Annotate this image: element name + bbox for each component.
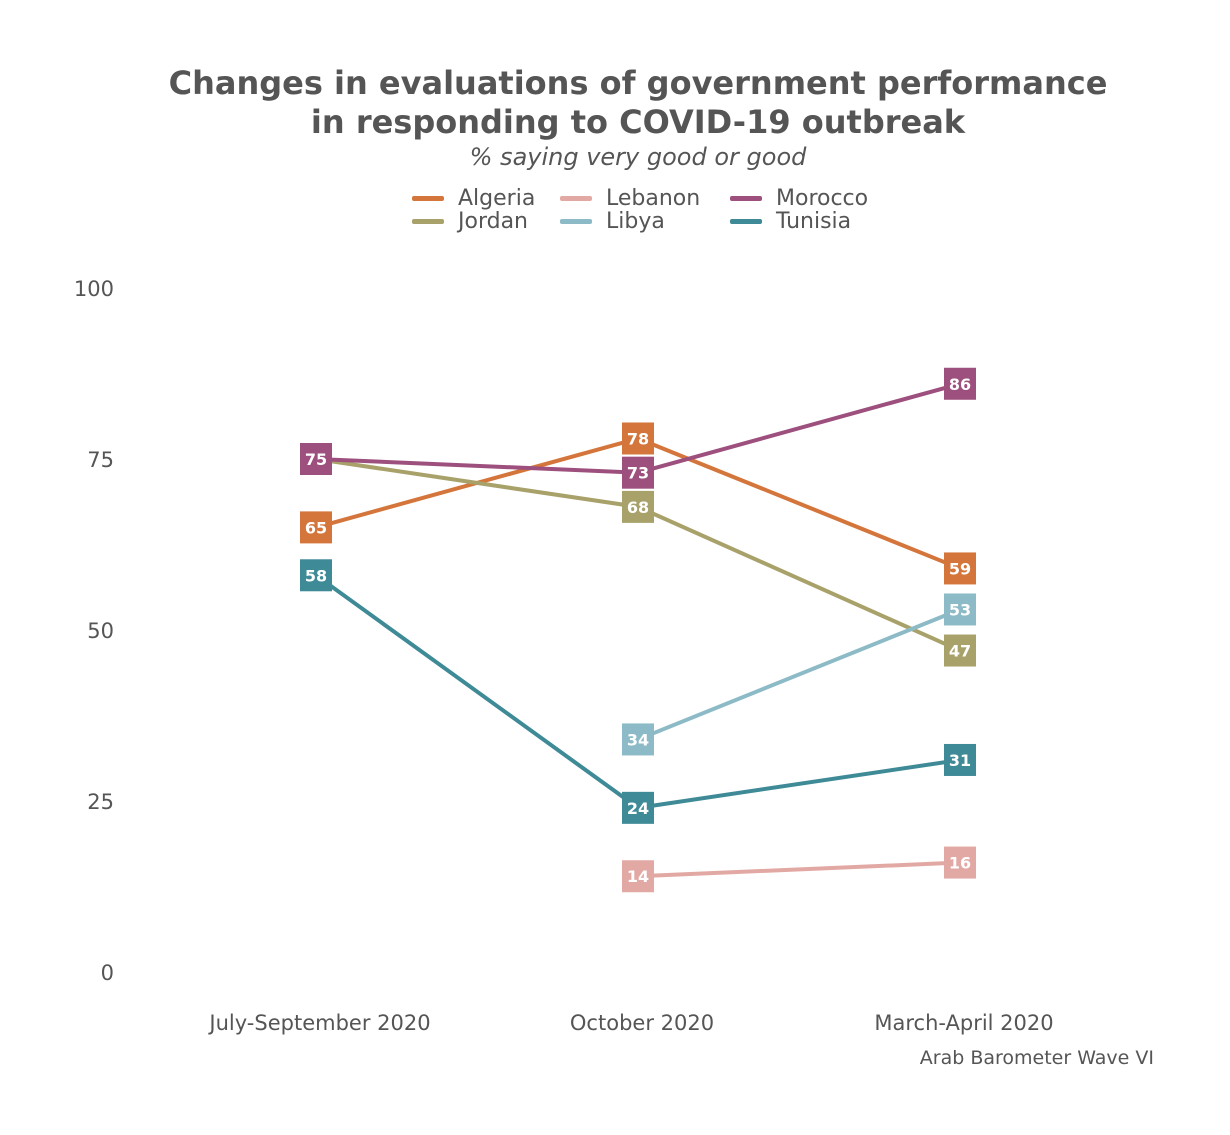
data-point-jordan-3: 47 [944, 634, 976, 667]
legend-label-lebanon: Lebanon [606, 185, 701, 211]
data-marker-algeria-2 [622, 422, 654, 455]
legend-item-morocco: Morocco [730, 185, 869, 211]
legend-swatch-algeria [412, 195, 444, 201]
chart-title-line-1: Changes in evaluations of government per… [168, 64, 1108, 102]
series-line-libya [637, 607, 961, 742]
data-marker-tunisia-3 [944, 743, 976, 776]
data-point-tunisia-3: 31 [944, 743, 976, 776]
legend-swatch-morocco [730, 195, 762, 201]
data-label-morocco-3: 86 [949, 375, 971, 394]
y-tick-label-50: 50 [87, 619, 114, 643]
data-label-tunisia-3: 31 [949, 751, 971, 770]
legend-item-lebanon: Lebanon [560, 185, 701, 211]
data-marker-tunisia-1 [300, 559, 332, 592]
legend-item-jordan: Jordan [412, 208, 528, 234]
data-marker-jordan-2 [622, 490, 654, 523]
series-line-tunisia [314, 573, 961, 810]
chart-title-line-2: in responding to COVID-19 outbreak [310, 103, 966, 141]
legend-swatch-jordan [412, 218, 444, 224]
data-point-algeria-2: 78 [622, 422, 654, 455]
data-point-jordan-2: 68 [622, 490, 654, 523]
data-marker-jordan-3 [944, 634, 976, 667]
y-tick-label-0: 0 [101, 961, 114, 985]
x-tick-label-2: October 2020 [570, 1011, 714, 1035]
y-tick-label-100: 100 [74, 277, 114, 301]
data-point-lebanon-2: 14 [622, 860, 654, 893]
data-point-algeria-3: 59 [944, 552, 976, 585]
source-note: Arab Barometer Wave VI [919, 1047, 1154, 1069]
legend-label-morocco: Morocco [776, 185, 869, 211]
legend-item-libya: Libya [560, 208, 665, 234]
data-marker-algeria-3 [944, 552, 976, 585]
legend-swatch-lebanon [560, 195, 592, 201]
chart-legend: Algeria Lebanon Morocco Jordan Libya Tun… [412, 186, 892, 236]
data-label-morocco-1: 75 [305, 450, 327, 469]
data-label-libya-2: 34 [627, 730, 649, 749]
x-tick-label-1: July-September 2020 [207, 1011, 430, 1035]
data-label-algeria-3: 59 [949, 559, 971, 578]
series-line-lebanon [637, 860, 961, 879]
data-point-tunisia-2: 24 [622, 791, 654, 824]
data-label-jordan-2: 68 [627, 498, 649, 517]
data-marker-morocco-2 [622, 456, 654, 489]
data-label-tunisia-2: 24 [627, 799, 649, 818]
legend-item-tunisia: Tunisia [730, 208, 852, 234]
legend-label-algeria: Algeria [458, 185, 536, 211]
data-marker-morocco-3 [944, 367, 976, 400]
data-marker-lebanon-3 [944, 846, 976, 879]
data-marker-morocco-1 [300, 443, 332, 475]
legend-swatch-tunisia [730, 218, 762, 224]
data-marker-libya-3 [944, 593, 976, 626]
data-label-libya-3: 53 [949, 600, 971, 619]
chart-title: Changes in evaluations of government per… [0, 64, 1230, 142]
data-label-lebanon-2: 14 [627, 867, 649, 886]
legend-label-tunisia: Tunisia [776, 208, 852, 234]
data-marker-lebanon-2 [622, 860, 654, 893]
data-point-tunisia-1: 58 [300, 559, 332, 592]
data-marker-tunisia-2 [622, 791, 654, 824]
data-point-morocco-3: 86 [944, 367, 976, 400]
data-marker-libya-2 [622, 723, 654, 756]
data-point-lebanon-3: 16 [944, 846, 976, 879]
data-label-tunisia-1: 58 [305, 566, 327, 585]
data-label-morocco-2: 73 [627, 464, 649, 483]
data-label-jordan-3: 47 [949, 642, 971, 661]
legend-swatch-libya [560, 218, 592, 224]
y-tick-label-75: 75 [87, 448, 114, 472]
data-marker-algeria-1 [300, 511, 332, 544]
data-label-algeria-2: 78 [627, 429, 649, 448]
legend-item-algeria: Algeria [412, 185, 536, 211]
data-label-lebanon-3: 16 [949, 854, 971, 873]
legend-label-jordan: Jordan [458, 208, 528, 234]
y-tick-label-25: 25 [87, 790, 114, 814]
data-point-libya-3: 53 [944, 593, 976, 626]
data-point-morocco-1: 75 [300, 443, 332, 475]
x-tick-label-3: March-April 2020 [874, 1011, 1053, 1035]
data-point-libya-2: 34 [622, 723, 654, 756]
chart-subtitle: % saying very good or good [469, 143, 807, 171]
legend-label-libya: Libya [606, 208, 665, 234]
data-point-algeria-1: 65 [300, 511, 332, 544]
data-point-morocco-2: 73 [622, 456, 654, 489]
data-label-algeria-1: 65 [305, 518, 327, 537]
